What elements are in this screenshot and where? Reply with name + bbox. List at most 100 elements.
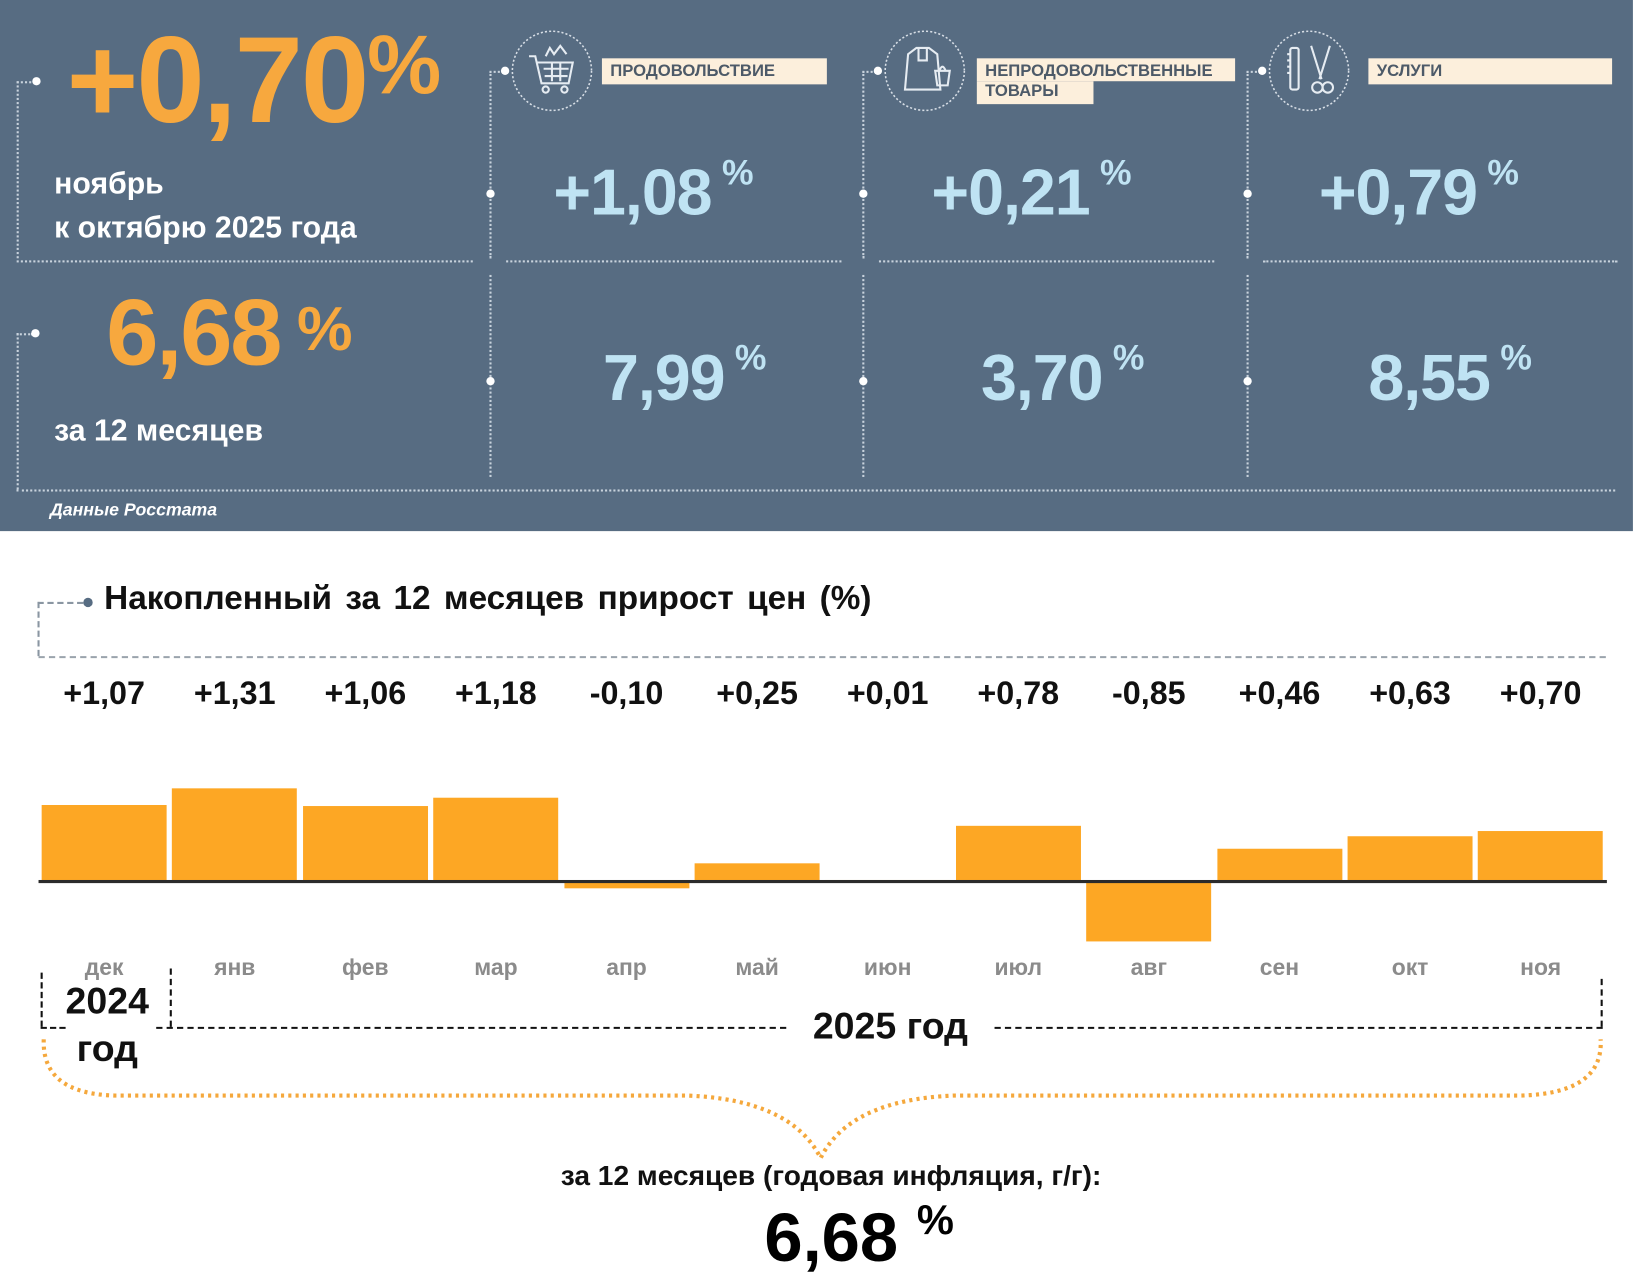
bullet-dot — [859, 376, 868, 386]
divider — [16, 489, 1616, 492]
bullet-dot — [486, 189, 495, 198]
divider — [489, 70, 505, 73]
year-line — [156, 1026, 787, 1029]
bar-мар — [433, 797, 559, 882]
category-monthly-value: +1,08% — [553, 152, 753, 230]
total-value: 6,68% — [764, 1197, 954, 1276]
bar-янв — [172, 788, 298, 882]
divider — [878, 260, 1215, 263]
category-label: УСЛУГИ — [1368, 58, 1613, 85]
divider — [16, 333, 19, 490]
divider — [38, 656, 1606, 659]
clothing-icon — [884, 30, 966, 112]
bullet-dot — [873, 66, 883, 75]
year-bracket — [169, 968, 172, 1027]
bullet-dot — [486, 376, 495, 386]
bullet-dot — [859, 189, 868, 198]
month-label: авг — [1130, 953, 1168, 980]
month-label: май — [735, 953, 779, 980]
divider — [862, 70, 865, 259]
value-label: +0,63 — [1369, 674, 1451, 712]
bar-окт — [1347, 836, 1473, 882]
divider — [1246, 70, 1249, 259]
source-note: Данные Росстата — [49, 499, 218, 520]
bar-сен — [1216, 848, 1342, 882]
title-leader — [37, 601, 40, 657]
divider — [1263, 260, 1618, 263]
year-2024-suffix: год — [76, 1026, 138, 1070]
category-monthly-value: +0,79% — [1318, 152, 1519, 230]
month-label: апр — [606, 953, 647, 980]
value-label: +1,31 — [193, 674, 276, 712]
value-label: +1,18 — [455, 674, 537, 712]
divider — [862, 274, 865, 477]
category-label: НЕПРОДОВОЛЬСТВЕННЫЕ — [976, 58, 1236, 82]
divider — [862, 70, 877, 73]
year-line — [40, 1026, 66, 1029]
divider — [16, 333, 34, 336]
category-monthly-value: +0,21% — [931, 152, 1131, 230]
value-label: +0,78 — [977, 674, 1060, 712]
year-2024-label: 2024 — [65, 978, 149, 1022]
monthly-inflation-value: +0,70% — [66, 11, 442, 149]
month-label: фев — [342, 953, 389, 980]
curly-brace — [41, 1039, 1603, 1163]
annual-inflation-value: 6,68% — [106, 281, 352, 386]
total-caption: за 12 месяцев (годовая инфляция, г/г): — [560, 1160, 1102, 1192]
bullet-dot — [1243, 376, 1252, 386]
summary-panel: +0,70% ноябрь к октябрю 2025 года 6,68% з… — [0, 0, 1633, 532]
month-label: дек — [84, 953, 124, 980]
bar-фев — [302, 805, 428, 882]
month-label: ноя — [1520, 953, 1562, 980]
bullet-dot — [83, 597, 93, 608]
year-line — [994, 1026, 1603, 1029]
chart-title: Накопленный за 12 месяцев прирост цен (%… — [104, 579, 872, 617]
divider — [1246, 70, 1262, 73]
value-label: +1,06 — [324, 674, 407, 712]
monthly-caption: ноябрь к октябрю 2025 года — [54, 167, 357, 245]
bullet-dot — [32, 77, 41, 86]
year-bracket — [1600, 978, 1603, 1027]
zero-axis — [38, 879, 1607, 884]
year-2025-label: 2025 год — [812, 1003, 968, 1047]
bar-дек — [41, 805, 167, 882]
shopping-cart-icon — [511, 30, 593, 112]
bullet-dot — [500, 66, 510, 75]
category-label: ПРОДОВОЛЬСТВИЕ — [601, 58, 827, 85]
value-label: +1,07 — [63, 674, 145, 712]
divider — [1246, 274, 1249, 477]
bullet-dot — [31, 329, 40, 338]
bar-ноя — [1478, 831, 1604, 882]
category-annual-value: 7,99% — [602, 338, 766, 415]
bar-июл — [955, 825, 1081, 882]
annual-caption: за 12 месяцев — [54, 414, 264, 448]
value-label: +0,25 — [716, 674, 798, 712]
bar-авг — [1086, 881, 1212, 942]
divider — [489, 70, 492, 259]
divider — [16, 81, 36, 84]
month-label: мар — [474, 953, 518, 980]
month-label: сен — [1259, 953, 1300, 980]
bar-апр — [564, 881, 689, 889]
bar-май — [694, 863, 820, 882]
value-label: +0,01 — [846, 674, 929, 712]
value-label: +0,70 — [1499, 674, 1582, 712]
month-label: июл — [994, 953, 1043, 980]
category-label: ТОВАРЫ — [976, 81, 1094, 105]
value-label: -0,85 — [1112, 674, 1186, 712]
scissors-comb-icon — [1268, 30, 1350, 112]
value-label: -0,10 — [589, 674, 664, 712]
bullet-dot — [1243, 189, 1252, 198]
bullet-dot — [1258, 66, 1267, 75]
value-label: +0,46 — [1238, 674, 1321, 712]
divider — [489, 274, 492, 477]
year-bracket — [40, 972, 43, 1027]
category-annual-value: 3,70% — [980, 338, 1144, 415]
month-label: янв — [214, 953, 256, 980]
title-leader — [37, 601, 84, 605]
divider — [16, 260, 473, 263]
divider — [16, 81, 19, 259]
category-annual-value: 8,55% — [1368, 338, 1531, 415]
month-label: июн — [863, 953, 912, 980]
divider — [506, 260, 842, 263]
